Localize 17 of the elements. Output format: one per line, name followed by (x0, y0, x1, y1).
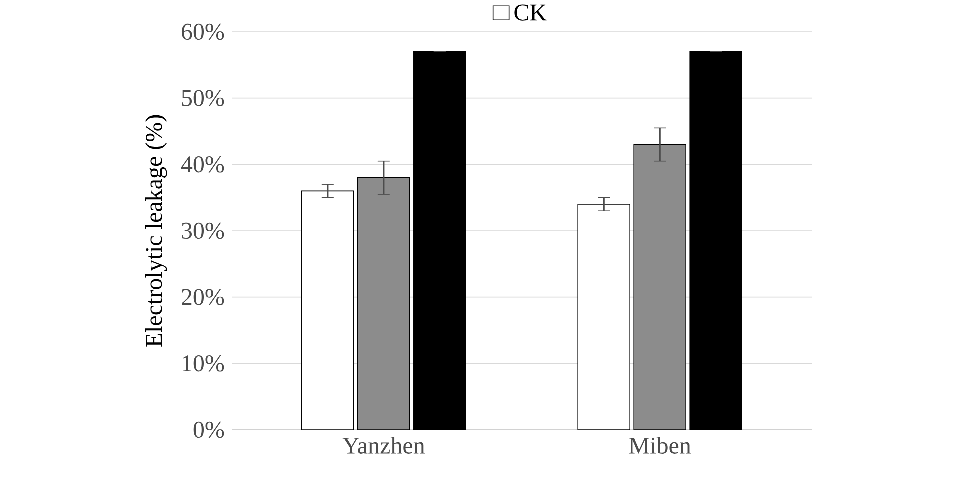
y-axis-title: Electrolytic leakage (%) (145, 115, 168, 347)
bar (578, 204, 630, 430)
bar (634, 144, 686, 430)
x-tick-label: Yanzhen (342, 437, 425, 454)
bar (414, 52, 466, 430)
legend-label: CK (514, 4, 547, 21)
x-tick-label: Miben (629, 437, 692, 454)
y-tick-label: 30% (182, 222, 224, 240)
y-tick-label: 0% (194, 422, 224, 438)
bar (690, 52, 742, 430)
bar (302, 190, 354, 430)
y-tick-label: 60% (182, 24, 224, 40)
bar (358, 178, 410, 430)
y-tick-label: 40% (181, 156, 224, 173)
y-tick-label: 50% (182, 90, 224, 106)
y-tick-label: 20% (182, 289, 224, 306)
y-tick-label: 10% (183, 356, 224, 372)
